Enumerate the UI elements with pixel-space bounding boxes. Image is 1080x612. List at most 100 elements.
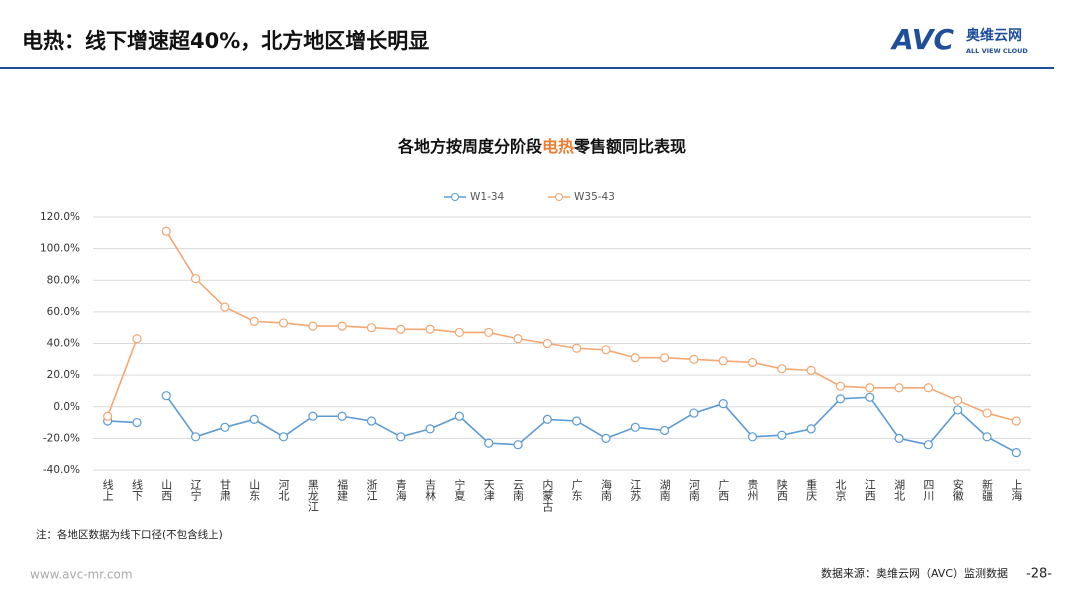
x-tick-label: 海南 — [599, 478, 612, 501]
point — [923, 383, 934, 393]
point — [601, 345, 611, 355]
point — [278, 318, 289, 328]
x-tick-label: 甘肃 — [218, 479, 231, 502]
logo: AVC — [890, 23, 954, 56]
point — [132, 334, 142, 344]
y-tick-label: -40.0% — [43, 464, 80, 476]
point — [425, 424, 435, 434]
point — [835, 394, 846, 404]
y-tick-label: -20.0% — [43, 432, 80, 444]
point — [982, 432, 992, 442]
note: 注：各地区数据为线下口径(不包含线上) — [36, 528, 223, 541]
point — [337, 411, 347, 421]
title-part: 各地方按周度分阶段 — [397, 137, 543, 156]
point — [308, 321, 318, 331]
x-tick-label: 陕西 — [775, 478, 788, 501]
chart-title: 各地方按周度分阶段电热零售额同比表现 — [397, 137, 686, 156]
point — [806, 365, 816, 375]
point — [865, 392, 875, 402]
series-line — [107, 420, 138, 424]
point — [894, 383, 904, 393]
legend-label: W1-34 — [470, 191, 505, 203]
point — [396, 324, 406, 334]
x-tick-label: 青海 — [394, 479, 407, 502]
point — [396, 432, 406, 442]
title-part: 零售额同比表现 — [573, 137, 686, 156]
point — [747, 357, 758, 368]
point — [894, 433, 904, 443]
x-tick-label: 江苏 — [629, 479, 642, 502]
x-tick-label: 山西 — [160, 479, 173, 501]
point — [249, 414, 259, 424]
x-tick-label: 黑龙江 — [306, 479, 319, 512]
point — [513, 440, 523, 450]
point — [601, 433, 611, 443]
y-tick-label: 60.0% — [47, 306, 80, 318]
x-tick-label: 贵州 — [746, 479, 759, 501]
point — [366, 323, 377, 333]
source: 数据来源：奥维云网（AVC）监测数据 — [821, 566, 1008, 580]
x-tick-label: 云南 — [512, 479, 525, 501]
slide-title: 电热：线下增速超40%，北方地区增长明显 — [22, 29, 429, 53]
point — [659, 353, 670, 363]
website: www.avc-mr.com — [30, 568, 133, 582]
x-tick-label: 河南 — [687, 479, 700, 501]
x-tick-label: 江西 — [863, 479, 876, 501]
x-tick-label: 重庆 — [805, 478, 818, 502]
x-tick-label: 线上 — [101, 478, 114, 501]
point — [161, 391, 171, 401]
point — [454, 327, 465, 338]
brand-en: ALL VIEW CLOUD — [966, 47, 1028, 55]
point — [806, 424, 816, 434]
point — [718, 356, 728, 366]
point — [689, 354, 699, 364]
point — [747, 432, 758, 442]
title-part: 电热 — [542, 137, 574, 156]
x-tick-label: 福建 — [336, 478, 349, 502]
point — [659, 425, 670, 436]
point — [484, 438, 494, 448]
x-tick-label: 湖北 — [893, 479, 906, 501]
x-tick-label: 内蒙古 — [541, 478, 554, 512]
point — [220, 422, 230, 432]
y-tick-label: 80.0% — [47, 274, 80, 286]
point — [103, 411, 113, 421]
x-tick-label: 北京 — [834, 479, 847, 502]
point — [366, 416, 377, 426]
x-tick-label: 安徽 — [951, 478, 964, 502]
point — [1011, 448, 1021, 458]
point — [278, 432, 289, 442]
x-tick-label: 广东 — [570, 479, 583, 501]
point — [982, 408, 992, 418]
point — [953, 405, 963, 415]
x-tick-label: 河北 — [277, 479, 290, 501]
point — [777, 430, 787, 440]
y-tick-label: 40.0% — [47, 338, 80, 350]
point — [542, 338, 552, 349]
point — [630, 422, 640, 432]
point — [865, 383, 875, 393]
x-tick-label: 山东 — [248, 479, 261, 501]
x-tick-label: 吉林 — [424, 479, 437, 501]
page-number: -28- — [1026, 567, 1052, 582]
brand: 奥维云网 — [966, 27, 1022, 44]
y-tick-label: 20.0% — [47, 369, 80, 381]
x-tick-label: 广西 — [717, 479, 730, 501]
point — [190, 274, 201, 284]
x-tick-label: 天津 — [482, 479, 495, 501]
x-tick-label: 浙江 — [365, 479, 378, 501]
legend-marker — [555, 193, 563, 201]
x-tick-label: 上海 — [1010, 479, 1023, 502]
point — [425, 324, 435, 334]
series-line — [165, 230, 1017, 422]
legend-marker — [451, 193, 459, 201]
point — [777, 364, 787, 374]
point — [308, 411, 318, 421]
point — [835, 381, 846, 391]
x-tick-label: 新疆 — [981, 478, 994, 501]
point — [1011, 416, 1021, 426]
point — [572, 416, 582, 426]
series-line — [165, 395, 1017, 454]
x-tick-label: 四川 — [922, 479, 935, 501]
